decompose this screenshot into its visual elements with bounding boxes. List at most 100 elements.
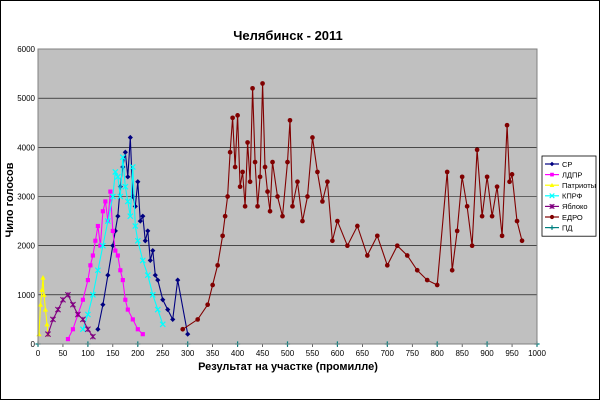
data-point	[115, 253, 120, 258]
data-point	[235, 113, 240, 118]
series-6	[180, 81, 525, 332]
data-point	[335, 218, 340, 224]
data-point	[285, 159, 290, 165]
data-point	[280, 213, 285, 219]
data-point	[89, 291, 96, 298]
data-point	[135, 179, 141, 185]
plot-border	[37, 48, 538, 345]
data-point	[49, 316, 56, 323]
data-point	[152, 272, 158, 278]
x-tick-labels: 0 50 100 150 200 250 300 350 400 450 500 550 600 650 7…	[36, 344, 546, 358]
y-tick-label: 5000	[17, 94, 35, 103]
series-4	[79, 154, 166, 333]
data-point	[95, 223, 100, 229]
y-tick-label: 4000	[17, 143, 35, 152]
data-point	[255, 203, 260, 209]
data-point	[220, 233, 225, 239]
data-point	[129, 163, 136, 171]
data-point	[414, 267, 420, 273]
data-point	[295, 179, 300, 185]
legend-swatch-marker	[549, 161, 555, 167]
data-point	[267, 208, 273, 214]
x-tick-label: 300	[181, 349, 195, 358]
data-point	[434, 282, 440, 288]
data-point	[150, 247, 156, 254]
data-point	[132, 222, 139, 230]
data-point	[222, 213, 228, 219]
data-point	[507, 179, 512, 185]
data-point	[305, 194, 310, 199]
data-point	[237, 184, 243, 190]
y-tick-label: 1000	[17, 291, 35, 300]
data-point	[123, 297, 128, 302]
data-point	[262, 164, 268, 170]
data-point	[119, 154, 126, 161]
legend-item: Яблоко	[545, 202, 588, 211]
y-tick-label: 2000	[17, 242, 35, 251]
data-point	[195, 317, 201, 322]
data-point	[170, 316, 176, 323]
data-point	[159, 321, 166, 328]
data-point	[257, 174, 263, 180]
data-point	[139, 257, 146, 264]
chart-title: Челябинск - 2011	[233, 28, 343, 43]
data-point	[100, 302, 106, 308]
data-point	[40, 275, 46, 280]
data-point	[300, 218, 305, 224]
data-point	[160, 297, 166, 303]
data-point	[165, 306, 171, 313]
data-point	[127, 213, 134, 220]
data-point	[144, 272, 151, 279]
data-point	[345, 243, 350, 249]
data-point	[39, 287, 45, 292]
data-point	[514, 218, 520, 224]
data-point	[245, 140, 250, 145]
series-line	[47, 293, 94, 337]
data-point	[125, 307, 130, 312]
x-tick-label: 0	[36, 349, 41, 358]
data-point	[90, 253, 95, 258]
data-point	[479, 213, 485, 219]
data-point	[444, 169, 450, 175]
data-point	[125, 174, 131, 180]
x-tick-label: 400	[231, 349, 245, 358]
data-point	[384, 262, 390, 268]
data-point	[113, 248, 118, 253]
data-point	[130, 317, 135, 322]
series-5	[44, 291, 96, 340]
data-point	[41, 292, 47, 297]
x-tick-label: 50	[58, 349, 67, 358]
legend-item: ЛДПР	[545, 170, 582, 179]
legend-label: Яблоко	[562, 202, 588, 211]
data-point	[394, 243, 400, 249]
legend-label: КПРФ	[562, 192, 583, 201]
x-tick-label: 750	[406, 349, 420, 358]
data-point	[122, 183, 129, 190]
data-point	[290, 203, 295, 209]
data-point	[94, 267, 101, 274]
data-point	[489, 213, 495, 219]
data-point	[140, 213, 146, 219]
data-point	[240, 169, 245, 175]
data-point	[89, 333, 96, 340]
legend-label: ЛДПР	[562, 170, 582, 179]
data-point	[449, 267, 455, 273]
data-point	[315, 169, 320, 175]
data-point	[120, 164, 126, 170]
data-point	[74, 311, 81, 318]
data-point	[79, 326, 86, 333]
data-point	[85, 278, 90, 283]
data-point	[287, 117, 293, 123]
y-tick-labels: 0 1000 2000 3000 4000 5000 6000	[17, 45, 35, 349]
data-point	[504, 122, 510, 128]
data-point	[88, 263, 93, 268]
data-point	[325, 179, 330, 185]
data-point	[180, 326, 186, 332]
data-point	[175, 277, 181, 283]
series-line	[38, 277, 49, 335]
data-point	[44, 321, 50, 327]
data-point	[137, 218, 143, 224]
data-point	[484, 174, 490, 180]
data-point	[519, 238, 525, 244]
